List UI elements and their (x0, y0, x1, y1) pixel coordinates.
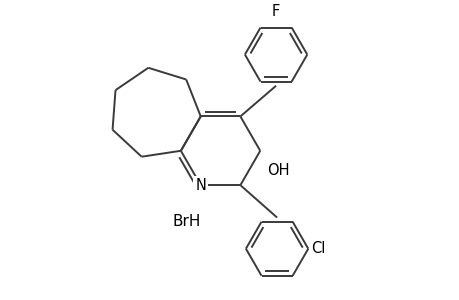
Text: N: N (195, 178, 206, 193)
Text: F: F (271, 4, 280, 19)
Text: BrH: BrH (172, 214, 200, 229)
Text: OH: OH (266, 164, 289, 178)
Text: Cl: Cl (310, 241, 325, 256)
